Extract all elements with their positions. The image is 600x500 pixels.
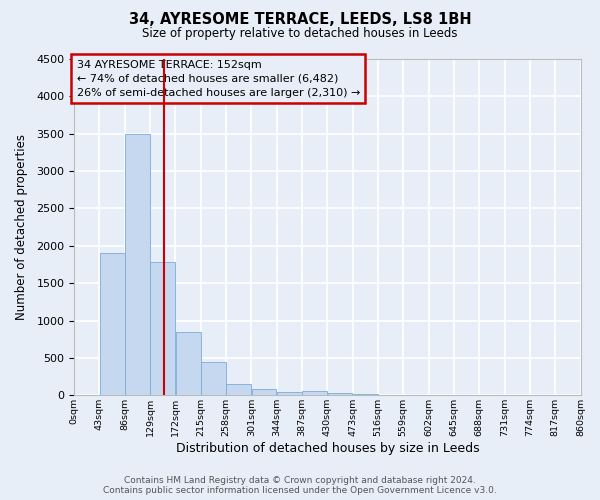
Bar: [251, 390, 277, 396]
Text: 34, AYRESOME TERRACE, LEEDS, LS8 1BH: 34, AYRESOME TERRACE, LEEDS, LS8 1BH: [128, 12, 472, 28]
Bar: [100, 254, 125, 396]
Bar: [176, 332, 200, 396]
Bar: [302, 391, 327, 396]
Bar: [277, 392, 302, 396]
Bar: [353, 394, 378, 396]
Bar: [226, 384, 251, 396]
Bar: [404, 394, 428, 396]
Bar: [125, 134, 150, 396]
Y-axis label: Number of detached properties: Number of detached properties: [15, 134, 28, 320]
X-axis label: Distribution of detached houses by size in Leeds: Distribution of detached houses by size …: [176, 442, 479, 455]
Bar: [201, 362, 226, 396]
Bar: [328, 393, 352, 396]
Text: 34 AYRESOME TERRACE: 152sqm
← 74% of detached houses are smaller (6,482)
26% of : 34 AYRESOME TERRACE: 152sqm ← 74% of det…: [77, 60, 360, 98]
Text: Size of property relative to detached houses in Leeds: Size of property relative to detached ho…: [142, 28, 458, 40]
Text: Contains HM Land Registry data © Crown copyright and database right 2024.
Contai: Contains HM Land Registry data © Crown c…: [103, 476, 497, 495]
Bar: [378, 394, 403, 396]
Bar: [151, 262, 175, 396]
